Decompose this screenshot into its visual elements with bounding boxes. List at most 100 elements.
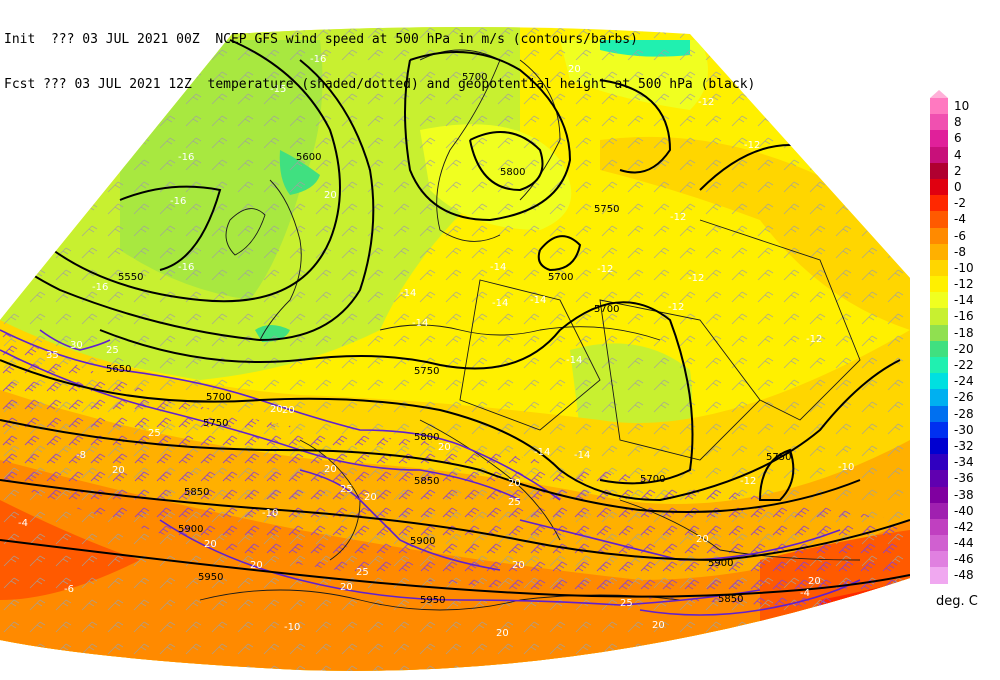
temp-label: -14 bbox=[530, 295, 546, 306]
colorbar-swatch bbox=[930, 535, 948, 552]
colorbar-label: -44 bbox=[954, 536, 974, 551]
colorbar-entry: -42 bbox=[930, 518, 1000, 536]
wind-label: 25 bbox=[106, 345, 119, 356]
temp-label: -12 bbox=[670, 212, 686, 223]
colorbar-swatch bbox=[930, 227, 948, 244]
wind-label: 20 bbox=[696, 534, 709, 545]
wind-label: 30 bbox=[70, 340, 83, 351]
colorbar-label: -38 bbox=[954, 487, 974, 502]
colorbar-swatch bbox=[930, 421, 948, 438]
wind-label: 20 bbox=[324, 464, 337, 475]
temp-label: -14 bbox=[490, 262, 506, 273]
height-label: 5900 bbox=[410, 536, 435, 547]
colorbar-entry: 4 bbox=[930, 146, 1000, 163]
height-label: 5950 bbox=[420, 595, 445, 606]
colorbar-label: -10 bbox=[954, 260, 974, 275]
wind-label: 25 bbox=[340, 484, 353, 495]
colorbar-entry: -18 bbox=[930, 324, 1000, 341]
colorbar-entry: 0 bbox=[930, 178, 1000, 196]
height-labels: 5700 5600 5800 5750 5700 5550 5650 5700 … bbox=[106, 72, 791, 606]
colorbar-swatch bbox=[930, 357, 948, 374]
colorbar-label: -28 bbox=[954, 406, 974, 421]
height-label: 5750 bbox=[594, 204, 619, 215]
colorbar-entry: -28 bbox=[930, 405, 1000, 422]
height-label: 5800 bbox=[500, 167, 525, 178]
wind-label: 20 bbox=[438, 442, 451, 453]
colorbar-swatch bbox=[930, 243, 948, 260]
colorbar-entry: -2 bbox=[930, 195, 1000, 212]
colorbar-label: -34 bbox=[954, 455, 974, 470]
height-label: 5700 bbox=[462, 72, 487, 83]
colorbar-swatch bbox=[930, 567, 948, 584]
height-label: 5700 bbox=[206, 392, 231, 403]
temp-label: -12 bbox=[668, 302, 684, 313]
wind-label: 20 bbox=[250, 560, 263, 571]
colorbar-swatch bbox=[930, 502, 948, 519]
temp-label: -10 bbox=[838, 462, 854, 473]
height-label: 5700 bbox=[594, 304, 619, 315]
temp-label: -14 bbox=[574, 450, 590, 461]
colorbar-units: deg. C bbox=[936, 594, 978, 609]
colorbar-label: -48 bbox=[954, 568, 974, 583]
colorbar-label: -40 bbox=[954, 503, 974, 518]
header-init-line: Init ??? 03 JUL 2021 00Z NCEP GFS wind s… bbox=[4, 32, 638, 47]
temp-label: -8 bbox=[76, 450, 86, 461]
wind-label: 20 bbox=[808, 576, 821, 587]
colorbar-arrow-icon bbox=[930, 90, 948, 98]
wind-label: 25 bbox=[356, 567, 369, 578]
colorbar-swatch bbox=[930, 324, 948, 341]
colorbar-label: 8 bbox=[954, 115, 962, 130]
colorbar-entry: -16 bbox=[930, 308, 1000, 325]
colorbar-label: -12 bbox=[954, 277, 974, 292]
temp-label: -14 bbox=[412, 318, 428, 329]
colorbar-entry: -8 bbox=[930, 243, 1000, 260]
wind-label: 20 bbox=[364, 492, 377, 503]
colorbar-swatch bbox=[930, 114, 948, 131]
height-label: 5950 bbox=[198, 572, 223, 583]
colorbar-swatch bbox=[930, 373, 948, 390]
colorbar-entry: 2 bbox=[930, 162, 1000, 179]
colorbar-entry: -26 bbox=[930, 389, 1000, 406]
height-label: 5850 bbox=[184, 487, 209, 498]
height-contours bbox=[0, 39, 910, 598]
temperature-labels: -16 -15 -16 -16 -16 -16 -14 -14 -14 -14 … bbox=[18, 54, 854, 633]
colorbar-entry: -48 bbox=[930, 567, 1000, 584]
colorbar-swatch bbox=[930, 292, 948, 309]
height-label: 5750 bbox=[414, 366, 439, 377]
wind-label: 20 bbox=[324, 190, 337, 201]
colorbar-swatch bbox=[930, 130, 948, 147]
temp-label: -16 bbox=[310, 54, 326, 65]
colorbar-swatch bbox=[930, 340, 948, 357]
wind-label: 20 bbox=[270, 404, 283, 415]
colorbar-swatch bbox=[930, 389, 948, 406]
temp-label: -16 bbox=[178, 262, 194, 273]
colorbar-swatch bbox=[930, 470, 948, 487]
wind-label: 20 bbox=[568, 64, 581, 75]
colorbar-label: 10 bbox=[954, 99, 970, 113]
height-label: 5600 bbox=[296, 152, 321, 163]
temp-label: -12 bbox=[744, 140, 760, 151]
colorbar-label: -20 bbox=[954, 341, 974, 356]
colorbar-label: 2 bbox=[954, 163, 962, 178]
wind-label: 20 bbox=[112, 465, 125, 476]
colorbar-entry: -30 bbox=[930, 421, 1000, 438]
header-forecast-line: Fcst ??? 03 JUL 2021 12Z temperature (sh… bbox=[4, 77, 756, 92]
height-label: 5850 bbox=[414, 476, 439, 487]
temp-label: -6 bbox=[64, 584, 74, 595]
colorbar-entry: -44 bbox=[930, 535, 1000, 552]
colorbar-label: -26 bbox=[954, 390, 974, 405]
colorbar-swatch bbox=[930, 195, 948, 212]
colorbar-label: -6 bbox=[954, 228, 966, 243]
colorbar-swatch bbox=[930, 454, 948, 471]
wind-label: 20 bbox=[282, 405, 295, 416]
colorbar-swatch bbox=[930, 178, 948, 196]
temp-label: -14 bbox=[400, 288, 416, 299]
colorbar-swatch bbox=[930, 551, 948, 568]
wind-label: 25 bbox=[508, 497, 521, 508]
colorbar-entry: -12 bbox=[930, 276, 1000, 293]
colorbar-label: -4 bbox=[954, 212, 966, 227]
temp-label: -10 bbox=[284, 622, 300, 633]
temp-label: -12 bbox=[806, 334, 822, 345]
wind-label: 35 bbox=[46, 350, 59, 361]
temp-label: -12 bbox=[740, 476, 756, 487]
